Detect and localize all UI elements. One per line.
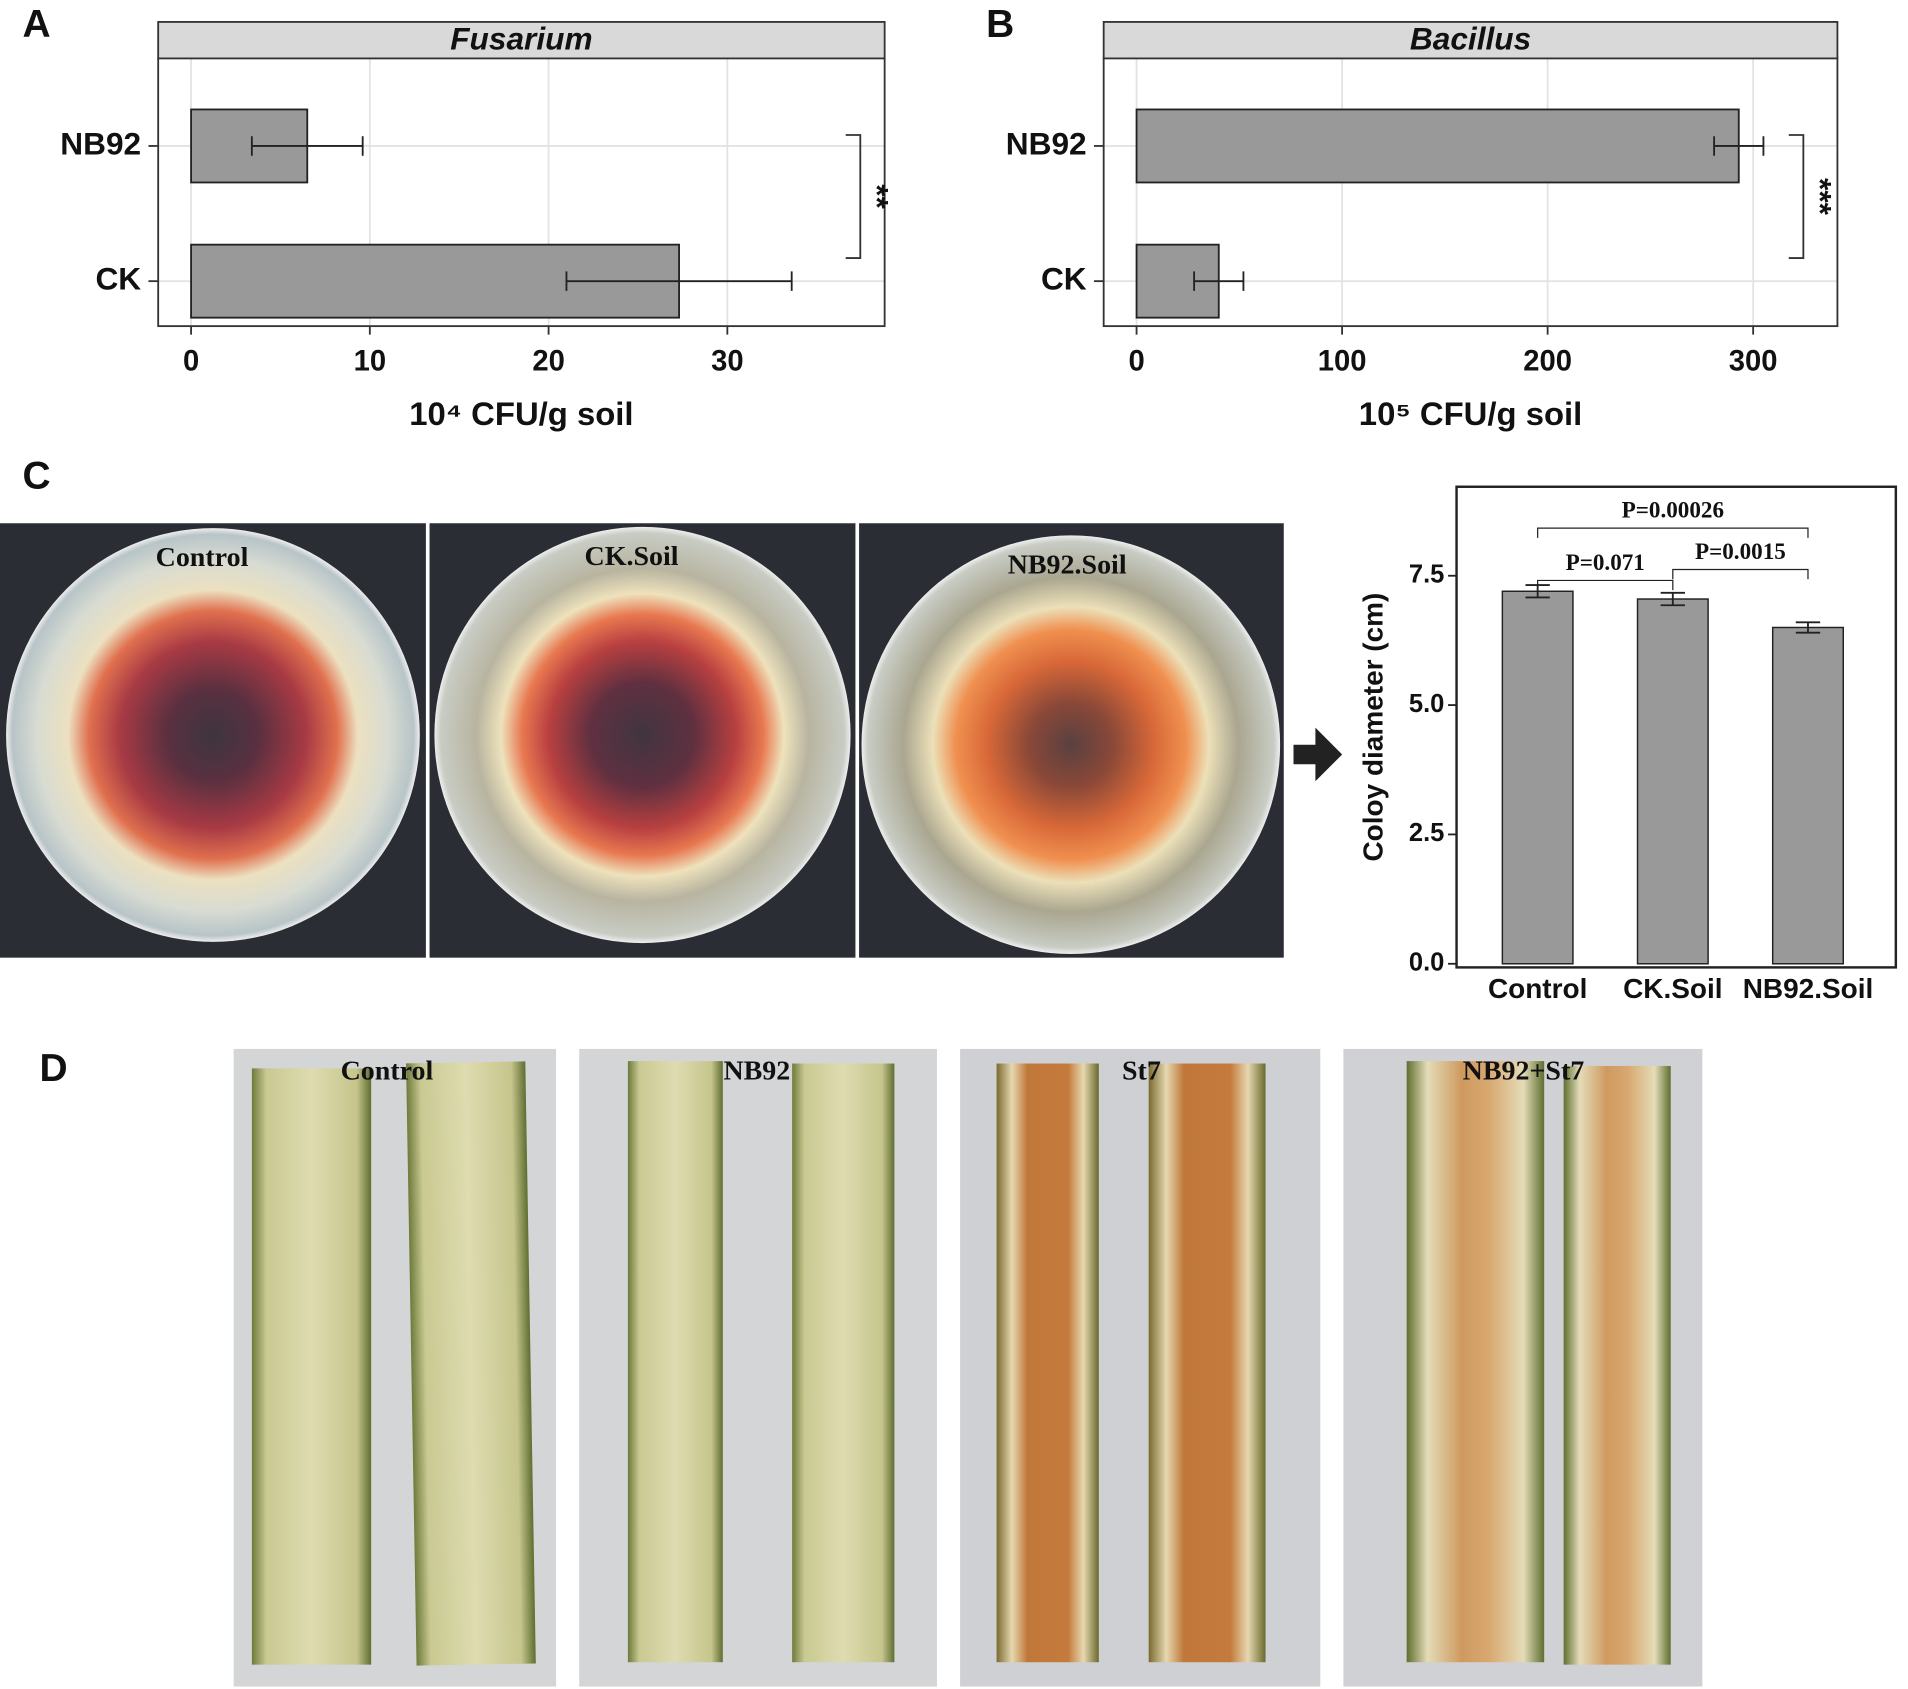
error-bar — [250, 136, 364, 156]
panel-letter: B — [986, 3, 1014, 46]
y-tick-label: 7.5 — [1409, 560, 1445, 588]
photo-label: St7 — [1122, 1056, 1161, 1087]
p-value: P=0.0015 — [1695, 538, 1786, 564]
plot-frame — [1102, 57, 1839, 328]
x-tick-label: NB92.Soil — [1743, 973, 1874, 1004]
plot-frame — [157, 57, 886, 328]
panel-letter: D — [39, 1047, 67, 1090]
comparison-bracket — [1672, 568, 1809, 580]
comparison-bracket — [1537, 579, 1674, 591]
x-tick-label: 30 — [711, 345, 743, 377]
strip — [157, 21, 886, 60]
y-tick-label: 2.5 — [1409, 819, 1445, 847]
error-bar — [565, 271, 793, 291]
photo-label: NB92+St7 — [1463, 1056, 1585, 1087]
significance: *** — [1803, 178, 1839, 216]
bar — [1135, 108, 1740, 184]
panel-letter: A — [22, 3, 50, 46]
photo-label: NB92 — [723, 1056, 790, 1087]
error-bar — [1795, 621, 1821, 634]
p-value: P=0.071 — [1566, 549, 1645, 575]
stem-photos — [233, 1048, 1703, 1687]
x-axis-title: 10⁵ CFU/g soil — [1359, 395, 1582, 432]
y-axis-title: Coloy diameter (cm) — [1357, 593, 1388, 862]
bar — [1771, 626, 1844, 965]
x-tick-label: CK.Soil — [1623, 973, 1722, 1004]
y-tick-label: 0.0 — [1409, 949, 1445, 977]
x-tick-label: 10 — [354, 345, 386, 377]
comparison-bracket — [1537, 527, 1809, 538]
x-tick-label: 20 — [532, 345, 564, 377]
error-bar — [1193, 271, 1245, 291]
x-tick-label: Control — [1488, 973, 1587, 1004]
strip — [1102, 21, 1839, 60]
error-bar — [1713, 136, 1765, 156]
error-bar — [1660, 591, 1685, 607]
photo-label: CK.Soil — [585, 541, 679, 572]
panel-letter: C — [22, 455, 50, 498]
x-tick-label: 300 — [1729, 345, 1778, 377]
panel-title: Bacillus — [1410, 21, 1531, 57]
p-value: P=0.00026 — [1622, 497, 1724, 523]
photo-label: Control — [341, 1056, 434, 1087]
plate-photos — [0, 523, 1343, 958]
bar — [1501, 590, 1574, 965]
x-axis-title: 10⁴ CFU/g soil — [409, 395, 633, 432]
panel-title: Fusarium — [450, 21, 592, 57]
significance-bracket — [1788, 134, 1805, 259]
photo-label: Control — [156, 542, 249, 573]
photo-label: NB92.Soil — [1008, 549, 1127, 580]
y-tick-label: CK — [1041, 261, 1087, 297]
significance-bracket — [845, 134, 862, 259]
bar — [1636, 598, 1709, 965]
y-tick-label: NB92 — [60, 125, 141, 161]
y-tick-label: NB92 — [1006, 125, 1087, 161]
x-tick-label: 100 — [1318, 345, 1367, 377]
x-tick-label: 0 — [183, 345, 199, 377]
plot-frame — [1455, 485, 1898, 969]
y-tick-label: CK — [95, 261, 141, 297]
x-tick-label: 200 — [1523, 345, 1572, 377]
y-tick-label: 5.0 — [1409, 690, 1445, 718]
significance: ** — [860, 184, 896, 209]
x-tick-label: 0 — [1128, 345, 1144, 377]
